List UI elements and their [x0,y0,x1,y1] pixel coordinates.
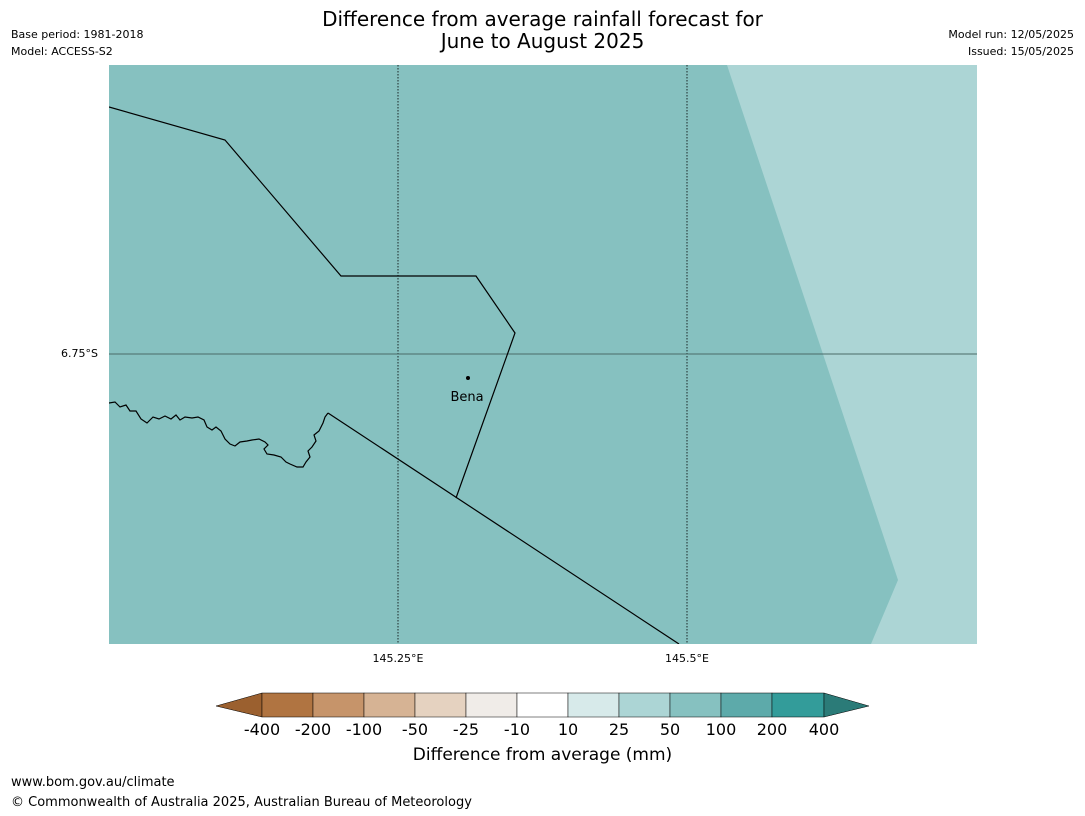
legend-tick: -50 [401,720,429,739]
town-marker-bena [466,376,470,380]
legend-tick: 200 [756,720,788,739]
province-boundary-north [109,106,516,499]
province-boundary-south [327,412,680,644]
legend-tick: -200 [294,720,332,739]
model-run-text: Model run: 12/05/2025 [948,28,1074,41]
legend-swatch-5 [465,692,518,718]
legend-tick: 25 [608,720,630,739]
legend-tick: -10 [503,720,531,739]
legend-swatch-1 [261,692,314,718]
model-text: Model: ACCESS-S2 [11,45,113,58]
legend-swatch-4 [414,692,467,718]
legend-colorbar [216,692,870,718]
legend-swatch-8 [618,692,671,718]
legend-swatch-9 [669,692,722,718]
legend-tick: -100 [345,720,383,739]
website-link[interactable]: www.bom.gov.au/climate [11,775,175,790]
legend-swatch-10 [720,692,773,718]
legend-tick: -400 [243,720,281,739]
title-line-2: June to August 2025 [440,29,645,53]
legend-tick: 100 [705,720,737,739]
legend-tick: 400 [808,720,840,739]
legend-swatch-3 [363,692,416,718]
base-period-text: Base period: 1981-2018 [11,28,144,41]
legend-arrow-low [216,692,263,718]
legend-arrow-high [823,692,870,718]
longitude-label-145-5: 145.5°E [665,652,709,665]
legend-tick: 10 [557,720,579,739]
latitude-label: 6.75°S [61,347,98,360]
legend-swatch-6 [516,692,569,718]
legend-swatch-7 [567,692,620,718]
title-line-1: Difference from average rainfall forecas… [322,7,763,31]
longitude-label-145-25: 145.25°E [372,652,424,665]
legend-swatch-11 [771,692,825,718]
map-title: Difference from average rainfall forecas… [0,8,1085,52]
copyright-text: © Commonwealth of Australia 2025, Austra… [11,795,472,810]
legend-title: Difference from average (mm) [412,745,673,765]
legend-tick: -25 [452,720,480,739]
legend-tick: 50 [659,720,681,739]
town-label-bena: Bena [450,390,483,405]
forecast-map[interactable]: Bena [109,65,977,644]
river-coastline [109,401,329,468]
meta-left: Base period: 1981-2018 Model: ACCESS-S2 [11,26,143,60]
legend-swatch-2 [312,692,365,718]
issued-text: Issued: 15/05/2025 [967,45,1074,58]
meta-right: Model run: 12/05/2025 Issued: 15/05/2025 [948,26,1074,60]
